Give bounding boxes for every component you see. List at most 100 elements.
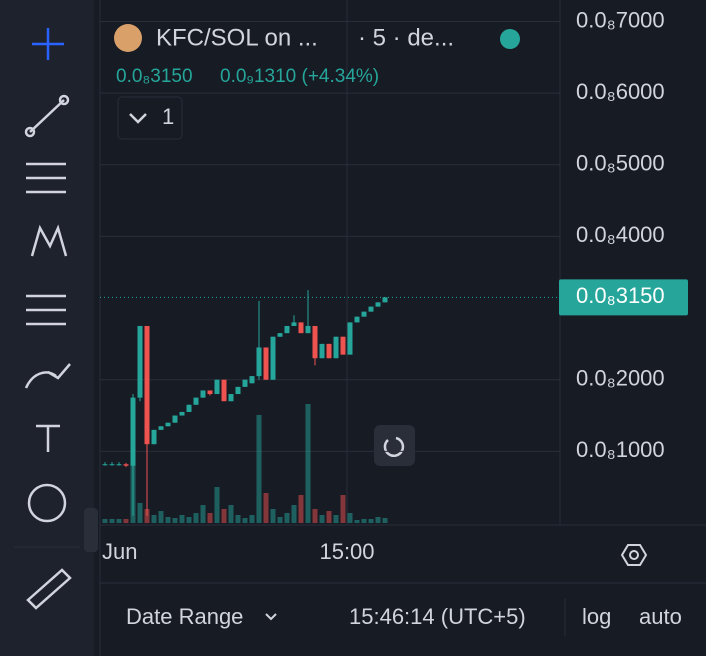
candle-body: [270, 336, 276, 380]
collapse[interactable]: [84, 508, 98, 552]
volume-bar: [109, 519, 115, 523]
last-price-label: 0.0₈3150: [576, 283, 665, 308]
candle-body: [249, 376, 255, 384]
candle-body: [326, 343, 332, 359]
candle-body: [158, 426, 164, 430]
y-tick-label: 0.0₈1000: [576, 437, 665, 462]
volume-bar: [102, 519, 108, 523]
volume-bar: [319, 515, 325, 523]
volume-bar: [137, 503, 143, 523]
volume-bar: [193, 513, 199, 523]
volume-bar: [123, 519, 129, 523]
candle-body: [277, 333, 283, 337]
candle-body: [375, 302, 381, 307]
price: 0.0₈3150: [116, 66, 193, 87]
volume-bar: [151, 515, 157, 523]
candle-body: [109, 464, 115, 466]
volume-bar: [249, 515, 255, 523]
volume-bar: [326, 511, 332, 523]
volume-bar: [179, 515, 185, 523]
volume-bar: [382, 518, 388, 523]
volume-bar: [172, 518, 178, 523]
candle-body: [207, 390, 213, 395]
log-button[interactable]: log: [582, 604, 611, 629]
volume-bar: [158, 511, 164, 523]
volume-bar: [305, 404, 311, 523]
volume-bar: [284, 513, 290, 523]
toolbar: [0, 0, 94, 656]
date-range[interactable]: Date Range: [126, 604, 243, 629]
candle-body: [228, 394, 234, 402]
candle-body: [333, 336, 339, 359]
candle-body: [312, 325, 318, 359]
candle-body: [263, 347, 269, 380]
candle-body: [242, 379, 248, 387]
symbol: KFC/SOL on ...: [156, 24, 318, 51]
candle-body: [200, 390, 206, 398]
settings-button[interactable]: [620, 544, 648, 566]
candle-body: [221, 379, 227, 402]
clock: 15:46:14 (UTC+5): [349, 604, 526, 629]
volume-bar: [200, 505, 206, 523]
candle-body: [235, 386, 241, 395]
candle-body: [291, 322, 297, 326]
x-tick-label: 15:00: [319, 539, 374, 564]
y-tick-label: 0.0₈5000: [576, 151, 665, 176]
reset-button[interactable]: [374, 425, 415, 466]
volume-bar: [312, 509, 318, 523]
tool-icons: [24, 28, 72, 610]
candle-body: [165, 422, 171, 427]
candle-body: [130, 397, 136, 466]
candle-body: [144, 325, 150, 445]
volume-bar: [277, 517, 283, 523]
volume-bar: [235, 515, 241, 523]
volume-bar: [298, 495, 304, 523]
candle-body: [361, 311, 367, 317]
change: 0.0₉1310 (+4.34%): [220, 66, 379, 87]
volume-bar: [144, 509, 150, 523]
candle-body: [382, 297, 388, 303]
volume-bar: [270, 509, 276, 523]
candle-body: [284, 325, 290, 334]
volume-bar: [347, 513, 353, 523]
candle-body: [340, 336, 346, 355]
last-price-tag: [559, 279, 688, 316]
candle-body: [123, 464, 129, 466]
y-tick-label: 0.0₈2000: [576, 366, 665, 391]
volume-bar: [256, 415, 262, 523]
candle-body: [368, 306, 374, 312]
volume-bar: [165, 517, 171, 523]
volume-bar: [221, 509, 227, 523]
status-dot: [500, 29, 520, 49]
candle-body: [137, 325, 143, 398]
token-icon: [114, 24, 142, 52]
volume-bar: [214, 487, 220, 523]
volume-bar: [116, 519, 122, 523]
volume-bar: [263, 493, 269, 523]
volume-bar: [291, 505, 297, 523]
volume-bar: [375, 517, 381, 523]
candle-body: [319, 343, 325, 359]
volume-bar: [207, 513, 213, 523]
volume-bar: [242, 518, 248, 523]
volume-bar: [333, 515, 339, 523]
candle-body: [186, 404, 192, 412]
auto-button[interactable]: auto: [639, 604, 682, 629]
candle-body: [172, 415, 178, 423]
candle-body: [102, 464, 108, 466]
candle-body: [179, 411, 185, 416]
candle-body: [298, 322, 304, 334]
y-tick-label: 0.0₈4000: [576, 222, 665, 247]
volume-bar: [186, 517, 192, 523]
candle-body: [305, 325, 311, 334]
volume-bar: [368, 519, 374, 523]
volume-bar: [361, 519, 367, 523]
candle-body: [354, 316, 360, 323]
volume-bar: [340, 495, 346, 523]
indicators-toggle[interactable]: [117, 96, 183, 140]
interval: · 5 · de...: [358, 24, 454, 51]
volume-bar: [354, 520, 360, 523]
indicator-count: 1: [162, 104, 174, 129]
